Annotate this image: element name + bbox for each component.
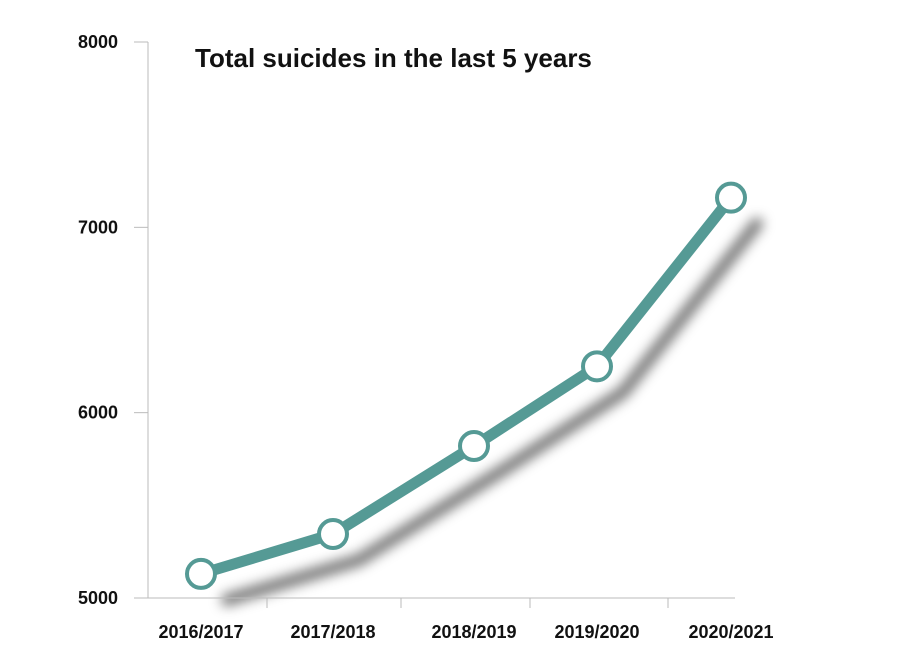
y-tick-label: 6000	[78, 403, 118, 423]
data-point	[317, 518, 349, 551]
data-point	[715, 181, 747, 214]
y-tick-label: 5000	[78, 588, 118, 608]
x-tick-label: 2019/2020	[554, 622, 639, 642]
chart-title: Total suicides in the last 5 years	[195, 43, 592, 73]
data-point	[185, 557, 217, 590]
y-tick-label: 8000	[78, 32, 118, 52]
axes	[134, 41, 735, 608]
y-tick-label: 7000	[78, 217, 118, 237]
series-line	[195, 192, 737, 580]
series-line-shadow	[221, 217, 763, 606]
x-tick-label: 2018/2019	[431, 622, 516, 642]
data-point	[458, 430, 490, 463]
data-point	[581, 350, 613, 383]
x-tick-label: 2020/2021	[688, 622, 773, 642]
series-layer	[185, 181, 747, 590]
line-shadow-layer	[221, 217, 763, 606]
x-tick-label: 2016/2017	[158, 622, 243, 642]
x-tick-label: 2017/2018	[290, 622, 375, 642]
tick-labels: 5000 6000 7000 8000 2016/2017 2017/2018 2018/2…	[78, 32, 774, 642]
